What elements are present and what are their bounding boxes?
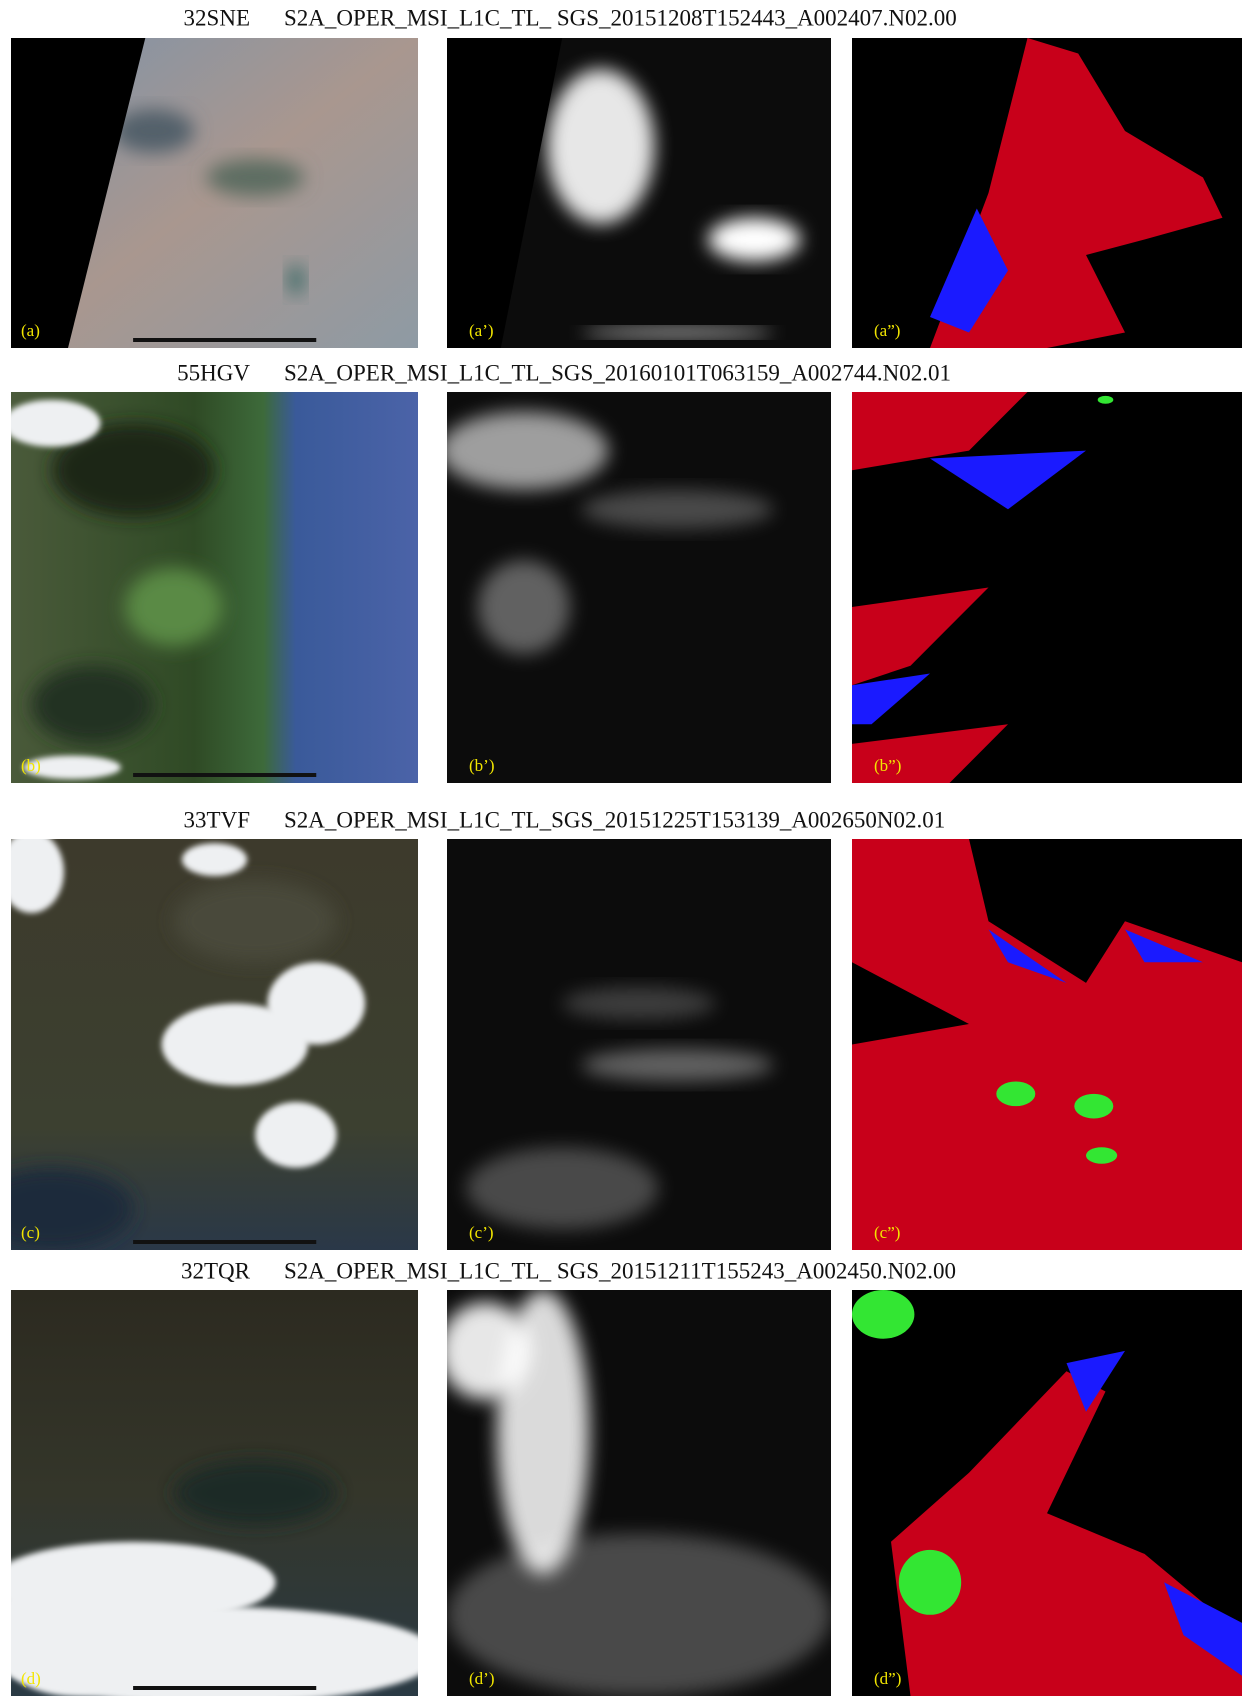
tile-id: 32TQR — [181, 1258, 251, 1283]
snow-mask — [996, 1081, 1035, 1106]
panel — [447, 38, 831, 348]
panel-label: (d”) — [874, 1669, 901, 1688]
panel-label: (c) — [21, 1223, 40, 1242]
tile-id: 55HGV — [177, 360, 250, 385]
panel-label: (b’) — [469, 756, 494, 775]
cloud — [255, 1102, 336, 1168]
product-id: S2A_OPER_MSI_L1C_TL_ SGS_20151208T152443… — [284, 5, 957, 30]
cloud — [182, 843, 247, 876]
panel — [0, 1290, 438, 1696]
panel-label: (b”) — [874, 756, 901, 775]
snow-mask — [1098, 396, 1114, 404]
panel — [439, 1290, 831, 1696]
panel — [852, 839, 1242, 1250]
terrain — [174, 1461, 337, 1526]
cirrus — [581, 490, 773, 529]
terrain — [288, 264, 304, 295]
cirrus — [466, 1147, 658, 1229]
panel-label: (a”) — [874, 321, 900, 340]
figure: 32SNE S2A_OPER_MSI_L1C_TL_ SGS_20151208T1… — [0, 0, 1242, 1696]
terrain — [125, 568, 223, 646]
product-id: S2A_OPER_MSI_L1C_TL_SGS_20151225T153139_… — [284, 807, 945, 832]
snow-mask — [1086, 1147, 1117, 1163]
cloud — [267, 962, 365, 1044]
cirrus — [478, 560, 570, 654]
cirrus — [581, 1049, 773, 1082]
panel-label: (d) — [21, 1669, 41, 1688]
terrain — [174, 880, 337, 962]
tile-id: 32SNE — [184, 5, 250, 30]
terrain — [31, 666, 153, 744]
panel — [0, 831, 418, 1250]
cirrus — [547, 69, 655, 224]
page: {"figure": {"rows": [ {"tile": "32SNE", … — [0, 0, 1242, 1696]
panel — [3, 392, 418, 783]
panel-label: (b) — [21, 756, 41, 775]
panel — [852, 38, 1242, 348]
product-id: S2A_OPER_MSI_L1C_TL_SGS_20160101T063159_… — [284, 360, 951, 385]
panel-label: (a’) — [469, 321, 494, 340]
product-id: S2A_OPER_MSI_L1C_TL_ SGS_20151211T155243… — [284, 1258, 956, 1283]
panel-label: (c”) — [874, 1223, 900, 1242]
panel-label: (a) — [21, 321, 40, 340]
panel — [439, 392, 831, 783]
snow-mask — [899, 1550, 961, 1615]
panel — [447, 839, 831, 1250]
cirrus — [439, 412, 608, 490]
cirrus — [562, 987, 716, 1020]
terrain — [206, 159, 304, 196]
panel-label: (d’) — [469, 1669, 494, 1688]
panel — [852, 1290, 1242, 1696]
cirrus — [439, 1302, 531, 1399]
cirrus — [581, 328, 773, 337]
panel — [852, 392, 1242, 783]
snow-mask — [1074, 1094, 1113, 1119]
tile-id: 33TVF — [184, 807, 250, 832]
panel — [11, 38, 418, 348]
cirrus — [447, 1534, 831, 1696]
cloud — [0, 831, 64, 913]
panel-label: (c’) — [469, 1223, 494, 1242]
cloud — [3, 400, 101, 447]
cirrus — [708, 218, 800, 261]
snow-mask — [852, 1290, 914, 1339]
